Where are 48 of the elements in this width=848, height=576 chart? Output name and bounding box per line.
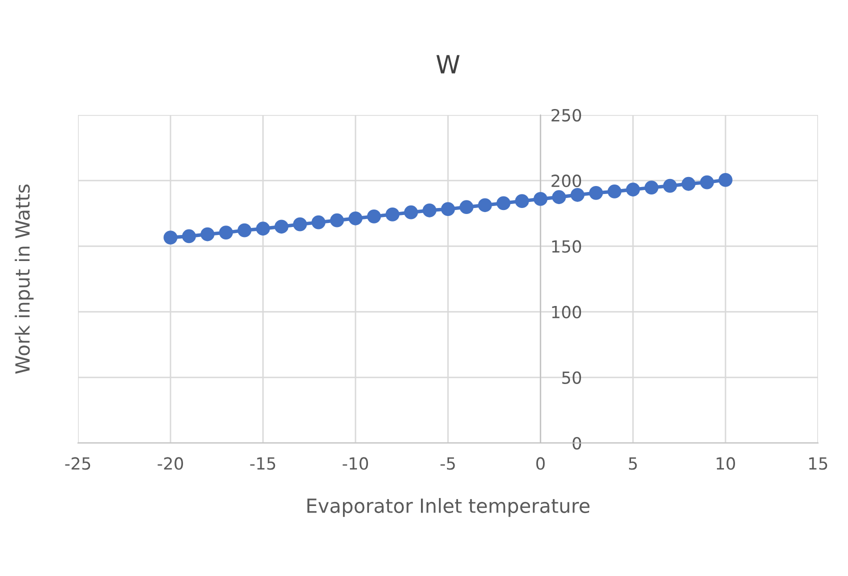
chart-title: W [436, 55, 460, 74]
point [644, 180, 658, 194]
point [164, 230, 178, 244]
x-tick-label: 10 [716, 457, 735, 470]
x-tick-label: -15 [250, 457, 276, 470]
point [367, 209, 381, 224]
y-tick-label: 150 [552, 240, 582, 253]
point [718, 173, 732, 187]
x-tick-label: 15 [809, 457, 828, 470]
point [330, 213, 344, 228]
point [460, 200, 474, 214]
point [293, 217, 307, 232]
point [182, 229, 196, 244]
x-tick-label: 0 [536, 457, 545, 470]
point [441, 202, 455, 216]
point [404, 205, 418, 220]
point [219, 226, 233, 240]
point [274, 220, 288, 234]
x-tick-label: -20 [158, 457, 184, 470]
x-axis-title: Evaporator Inlet temperature [307, 498, 590, 517]
point [589, 186, 603, 200]
point [238, 223, 252, 238]
point [348, 211, 362, 226]
y-tick-label: 250 [552, 108, 582, 122]
point [663, 178, 677, 193]
point [570, 188, 584, 202]
y-axis-title: Work input in Watts [14, 184, 34, 374]
point [422, 203, 436, 218]
x-tick-label: -10 [342, 457, 368, 470]
point [515, 194, 529, 208]
y-tick-label: 200 [552, 174, 582, 188]
point [256, 222, 270, 236]
point [534, 192, 548, 206]
point [626, 182, 640, 196]
x-tick-label: -25 [65, 457, 90, 470]
point [682, 176, 696, 191]
x-tick-label: 5 [628, 457, 637, 470]
point [200, 227, 214, 242]
y-tick-label: 100 [552, 306, 582, 318]
x-tick-label: -5 [440, 457, 455, 470]
point [478, 198, 492, 212]
y-tick-label: 50 [562, 371, 582, 384]
point [608, 184, 622, 198]
point [496, 196, 510, 210]
point [312, 215, 326, 230]
point [552, 190, 566, 204]
point [700, 175, 714, 190]
point [386, 208, 400, 222]
